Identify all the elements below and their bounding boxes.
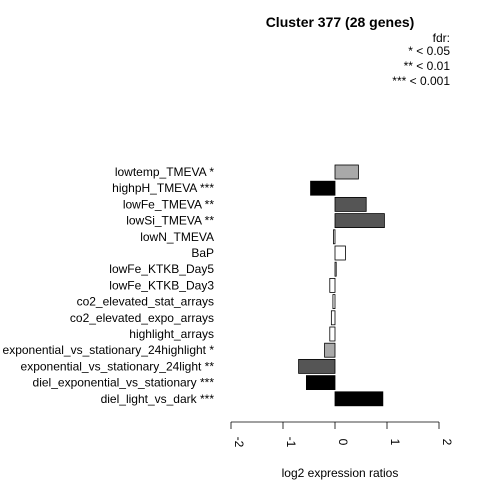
legend-entry-1: * < 0.05 [408, 44, 450, 58]
chart-title: Cluster 377 (28 genes) [266, 14, 415, 30]
x-tick-label-3: 1 [388, 439, 402, 446]
category-label-1: highpH_TMEVA *** [112, 181, 214, 195]
category-label-6: lowFe_KTKB_Day5 [109, 262, 214, 276]
category-label-14: diel_light_vs_dark *** [101, 392, 215, 406]
bar-10 [329, 326, 336, 342]
bar-4 [333, 229, 336, 245]
category-labels: lowtemp_TMEVA * highpH_TMEVA *** lowFe_TME… [3, 165, 215, 406]
category-label-4: lowN_TMEVA [140, 230, 214, 244]
category-label-3: lowSi_TMEVA ** [126, 214, 214, 228]
bar-11 [324, 342, 336, 358]
category-label-8: co2_elevated_stat_arrays [77, 295, 214, 309]
x-tick-label-1: -1 [284, 437, 298, 448]
legend-entry-3: *** < 0.001 [392, 74, 450, 88]
category-label-9: co2_elevated_expo_arrays [70, 311, 214, 325]
bars [298, 164, 385, 407]
category-label-2: lowFe_TMEVA ** [123, 197, 214, 211]
bar-14 [334, 391, 384, 407]
category-label-11: exponential_vs_stationary_24highlight * [3, 343, 215, 357]
x-axis: -2 -1 0 1 2 [230, 421, 454, 448]
bar-2 [334, 196, 367, 212]
x-axis-label: log2 expression ratios [282, 466, 399, 480]
category-label-12: exponential_vs_stationary_24light ** [21, 359, 215, 373]
category-label-5: BaP [191, 246, 214, 260]
bar-12 [298, 358, 336, 374]
legend-title: fdr: [433, 31, 450, 45]
bar-6 [334, 261, 337, 277]
category-label-10: highlight_arrays [129, 327, 214, 341]
bar-1 [310, 180, 336, 196]
bar-9 [330, 310, 336, 326]
bar-13 [305, 375, 336, 391]
bar-7 [329, 277, 336, 293]
bar-0 [334, 164, 359, 180]
legend: fdr: * < 0.05 ** < 0.01 *** < 0.001 [392, 31, 450, 88]
bar-8 [332, 294, 336, 310]
category-label-0: lowtemp_TMEVA * [115, 165, 214, 179]
category-label-13: diel_exponential_vs_stationary *** [33, 376, 215, 390]
bar-5 [334, 245, 346, 261]
x-tick-label-0: -2 [232, 437, 246, 448]
legend-entry-2: ** < 0.01 [404, 59, 451, 73]
bar-3 [334, 213, 385, 229]
x-tick-label-2: 0 [336, 439, 350, 446]
x-tick-label-4: 2 [440, 439, 454, 446]
category-label-7: lowFe_KTKB_Day3 [109, 278, 214, 292]
